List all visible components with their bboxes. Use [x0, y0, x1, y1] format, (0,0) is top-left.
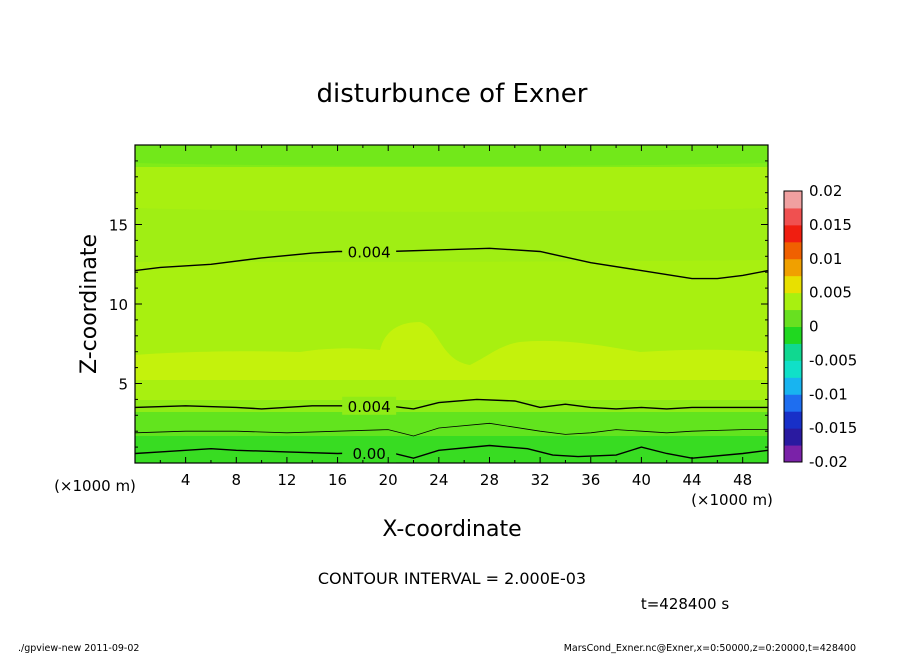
y-tick-label: 15	[109, 217, 128, 235]
fill-yellow-region	[135, 322, 768, 380]
colorbar-label: 0	[809, 318, 819, 336]
x-tick-label: 36	[581, 471, 600, 489]
x-tick-label: 12	[277, 471, 296, 489]
footer-left: ./gpview-new 2011-09-02	[18, 643, 139, 654]
time-label: t=428400 s	[641, 595, 729, 613]
x-unit-label-right: (×1000 m)	[691, 491, 773, 509]
contour-line	[135, 247, 768, 280]
colorbar-labels: 0.02 0.015 0.01 0.005 0 -0.005 -0.01 -0.015 -0.0…	[809, 182, 857, 471]
colorbar-segment	[784, 309, 802, 327]
fill-layer-mid-band	[135, 208, 768, 262]
x-tick-label: 24	[429, 471, 448, 489]
colorbar-segment	[784, 343, 802, 361]
colorbar-label: -0.02	[809, 453, 848, 471]
contour-line	[135, 444, 768, 459]
colorbar-segment	[784, 326, 802, 344]
x-axis-ticks: 4 8 12 16 20 24 28 32 36 40 44 48	[159, 145, 752, 489]
colorbar-segment	[784, 360, 802, 378]
x-tick-label: 32	[531, 471, 550, 489]
colorbar-frame	[783, 190, 803, 463]
colorbar-label: -0.005	[809, 351, 857, 369]
contour-interval: CONTOUR INTERVAL = 2.000E-03	[318, 569, 586, 588]
contour-line	[135, 398, 768, 410]
contour-label-bg	[342, 396, 397, 415]
contour-labels: 0.004 0.004 0.00	[342, 242, 397, 463]
colorbar-segment	[784, 191, 802, 209]
x-tick-label: 28	[480, 471, 499, 489]
colorbar-segment	[784, 207, 802, 226]
y-tick-label: 5	[118, 376, 128, 394]
colorbar-segment	[784, 394, 802, 412]
colorbar-segment	[784, 292, 802, 311]
chart-title: disturbunce of Exner	[317, 79, 588, 109]
x-tick-label: 44	[682, 471, 701, 489]
contour-fill	[135, 145, 768, 463]
colorbar-label: 0.02	[809, 182, 842, 200]
colorbar-label: 0.005	[809, 284, 852, 302]
footer-right: MarsCond_Exner.nc@Exner,x=0:50000,z=0:20…	[564, 643, 856, 654]
x-tick-label: 40	[632, 471, 651, 489]
colorbar-segment	[784, 275, 802, 294]
y-axis-label: Z-coordinate	[77, 234, 102, 374]
colorbar-segment	[784, 258, 802, 277]
contour-label-bg	[342, 242, 397, 261]
x-tick-label: 20	[379, 471, 398, 489]
colorbar-label: -0.01	[809, 385, 848, 403]
colorbar-label: -0.015	[809, 419, 857, 437]
colorbar-segment	[784, 377, 802, 395]
contour-label: 0.00	[352, 445, 385, 463]
contour-label-bg	[342, 444, 397, 463]
colorbar-segment	[784, 411, 802, 429]
colorbar-segment	[784, 428, 802, 446]
colorbar-label: 0.015	[809, 216, 852, 234]
fill-layer-top-band	[135, 145, 768, 166]
x-unit-label-left: (×1000 m)	[54, 477, 136, 495]
contour-lines	[135, 247, 768, 459]
x-tick-label: 4	[181, 471, 191, 489]
y-axis-ticks: 5 10 15	[109, 160, 768, 448]
colorbar-label: 0.01	[809, 250, 842, 268]
colorbar	[783, 190, 803, 463]
colorbar-segment	[784, 241, 802, 260]
x-tick-label: 48	[733, 471, 752, 489]
y-tick-label: 10	[109, 296, 128, 314]
colorbar-segment	[784, 445, 802, 463]
contour-line	[135, 422, 768, 437]
contour-label: 0.004	[348, 398, 391, 416]
x-tick-label: 16	[328, 471, 347, 489]
colorbar-segment	[784, 224, 802, 243]
x-axis-label: X-coordinate	[382, 517, 521, 542]
x-tick-label: 8	[232, 471, 242, 489]
contour-label: 0.004	[348, 244, 391, 262]
